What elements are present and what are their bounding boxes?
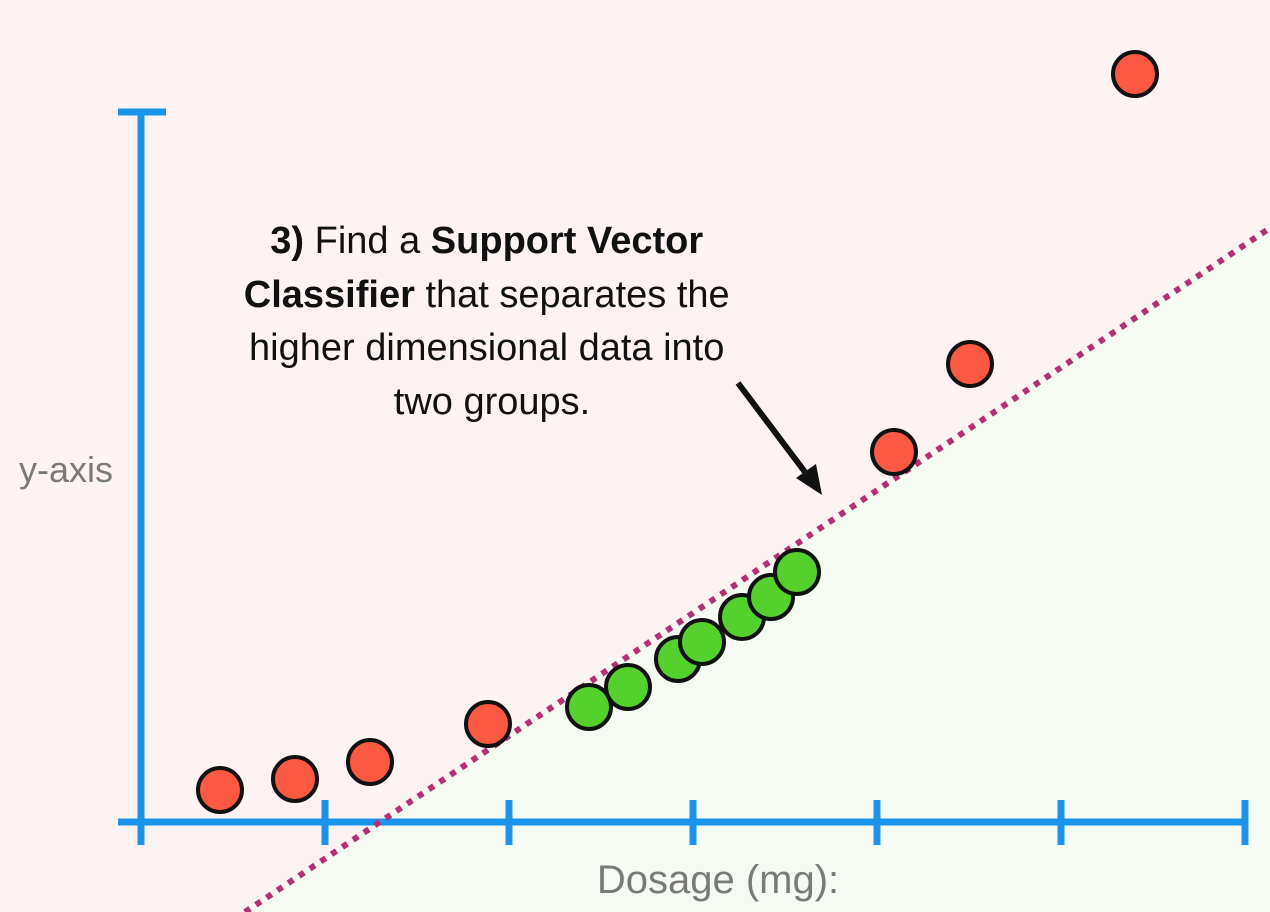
point — [346, 738, 394, 786]
annotation-text: Support Vector — [431, 220, 704, 262]
green-points — [565, 548, 821, 731]
point — [565, 683, 613, 731]
arrow-head — [796, 464, 822, 495]
annotation-text: Classifier — [244, 274, 415, 316]
point — [946, 340, 994, 388]
x-axis-label: Dosage (mg): — [597, 858, 839, 902]
y-axis-label: y-axis — [19, 449, 113, 490]
annotation-line: 3) Find a Support Vector — [270, 220, 703, 262]
annotation-text: Find a — [315, 220, 421, 262]
point — [604, 663, 652, 711]
red-points — [196, 50, 1159, 814]
point — [464, 700, 512, 748]
annotation-line: Classifier that separates the — [244, 274, 730, 316]
point — [678, 618, 726, 666]
annotation-text: two groups. — [394, 381, 590, 423]
point — [1111, 50, 1159, 98]
point — [271, 755, 319, 803]
axes — [118, 108, 1249, 845]
point — [870, 428, 918, 476]
arrow-shaft — [735, 381, 811, 478]
annotation-text: that separates the — [425, 274, 729, 316]
support-vector-classifier — [243, 225, 1270, 912]
annotation-text: higher dimensional data into — [249, 327, 724, 369]
annotation-line: two groups. — [394, 381, 590, 423]
arrow — [735, 381, 822, 495]
point — [773, 548, 821, 596]
annotation-text: 3) — [270, 220, 304, 262]
annotation-line: higher dimensional data into — [249, 327, 724, 369]
annotation: 3) Find a Support Vector Classifier that… — [244, 220, 740, 423]
point — [196, 766, 244, 814]
